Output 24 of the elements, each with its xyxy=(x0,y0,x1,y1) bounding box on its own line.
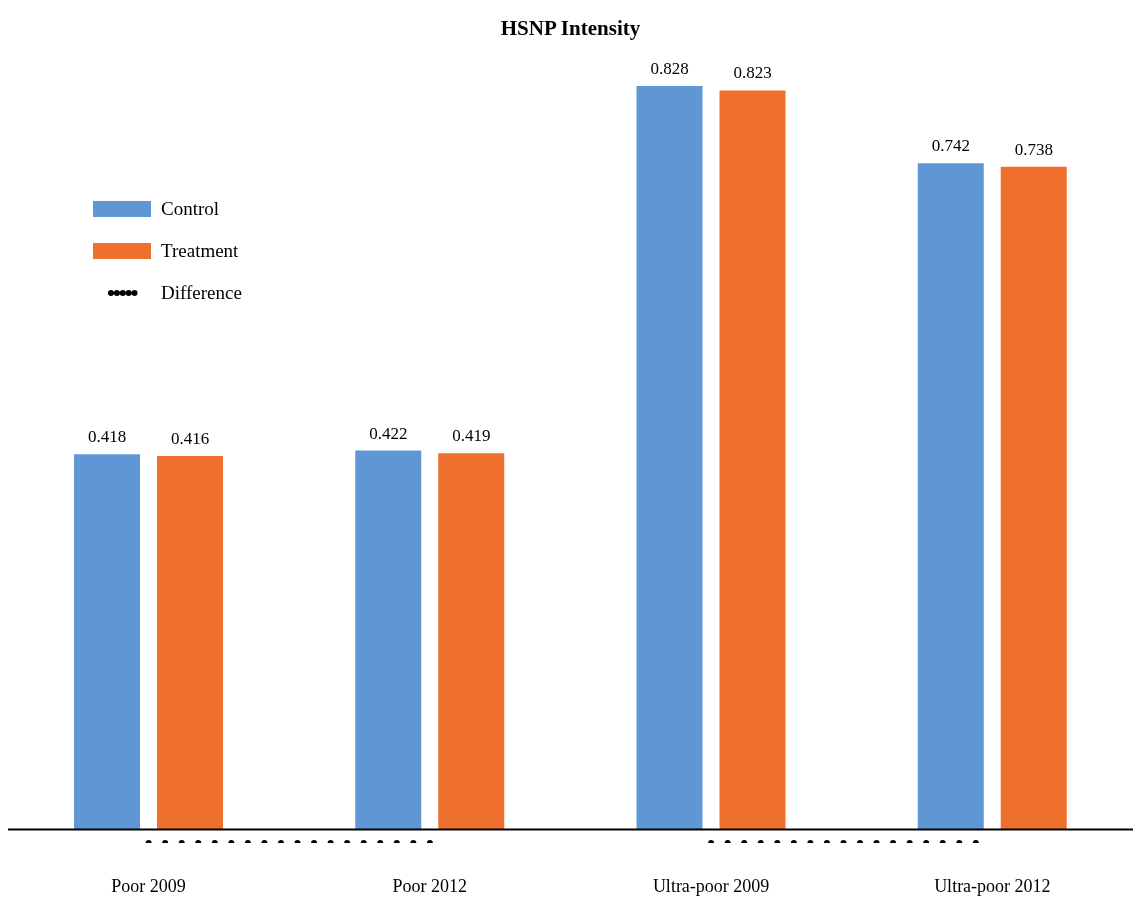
data-label: 0.828 xyxy=(650,59,689,78)
bar xyxy=(74,454,140,830)
bar xyxy=(1000,166,1067,830)
bar xyxy=(438,453,505,830)
bar xyxy=(355,450,422,830)
data-label: 0.738 xyxy=(1014,139,1053,159)
bar xyxy=(719,90,786,830)
data-label: 0.418 xyxy=(87,427,127,447)
data-label: 0.419 xyxy=(452,426,491,446)
bar xyxy=(157,455,223,830)
data-label: 0.742 xyxy=(931,136,970,156)
bar xyxy=(917,163,984,830)
x-tick-label: Ultra-poor 2012 xyxy=(934,875,1051,896)
bar xyxy=(636,86,703,830)
x-tick-label: Poor 2012 xyxy=(392,875,468,896)
x-tick-label: Ultra-poor 2009 xyxy=(652,875,770,896)
data-label: 0.416 xyxy=(170,428,210,448)
data-label: 0.823 xyxy=(733,63,772,83)
data-label: 0.422 xyxy=(369,423,408,443)
legend-label: Control xyxy=(161,198,220,220)
legend-label: Difference xyxy=(161,282,242,304)
legend-label: Treatment xyxy=(161,240,239,262)
x-tick-label: Poor 2009 xyxy=(111,875,186,896)
chart-title: HSNP Intensity xyxy=(499,15,642,42)
